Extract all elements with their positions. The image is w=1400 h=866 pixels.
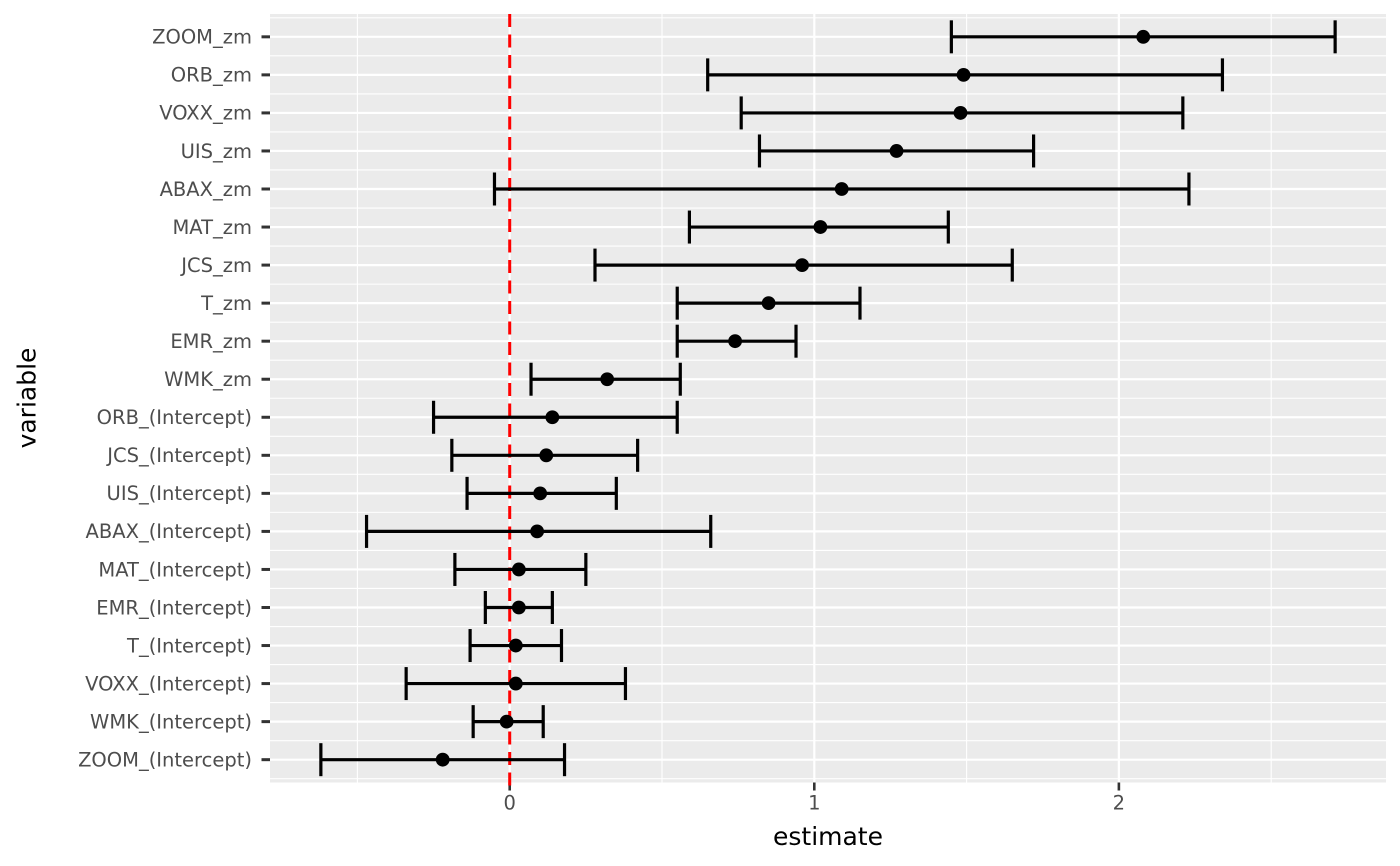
y-tick-label: ZOOM_(Intercept) [78,748,252,771]
point-estimate [530,524,545,539]
y-tick-label: WMK_zm [164,368,252,391]
point-estimate [813,220,828,234]
point-estimate [545,410,560,425]
x-tick-label: 0 [503,792,515,815]
y-tick-label: ORB_zm [171,64,252,87]
x-axis-title: estimate [772,822,883,851]
y-tick-label: VOXX_(Intercept) [85,672,252,695]
y-tick-label: ABAX_zm [160,178,252,201]
point-estimate [834,182,849,196]
point-estimate [499,714,514,729]
point-estimate [728,334,743,349]
y-tick-label: T_(Intercept) [126,634,252,657]
y-tick-label: EMR_(Intercept) [96,596,252,619]
point-estimate [889,144,904,158]
y-tick-label: UIS_zm [181,140,252,163]
y-tick-label: ORB_(Intercept) [97,406,252,429]
point-estimate [956,67,971,82]
point-estimate [761,296,776,311]
point-estimate [600,372,615,387]
point-estimate [511,562,526,577]
y-tick-label: WMK_(Intercept) [90,710,252,733]
x-tick-label: 1 [808,792,820,815]
y-axis-title: variable [12,347,42,449]
point-estimate [539,448,554,463]
y-tick-label: MAT_(Intercept) [98,558,252,581]
point-estimate [953,106,968,120]
point-estimate [511,600,526,615]
point-estimate [1136,29,1151,44]
point-estimate [795,258,810,272]
y-tick-label: EMR_zm [170,330,252,353]
y-tick-label: UIS_(Intercept) [107,482,252,505]
y-tick-label: VOXX_zm [159,102,252,125]
y-tick-label: T_zm [200,292,252,315]
point-estimate [508,676,523,691]
y-tick-label: JCS_(Intercept) [105,444,252,467]
point-estimate [508,638,523,653]
x-tick-label: 2 [1113,792,1125,815]
y-tick-label: MAT_zm [172,216,252,239]
y-tick-label: JCS_zm [179,254,252,277]
point-estimate [533,486,548,501]
y-tick-label: ZOOM_zm [152,26,252,49]
y-tick-label: ABAX_(Intercept) [86,520,252,543]
point-estimate [435,752,450,767]
